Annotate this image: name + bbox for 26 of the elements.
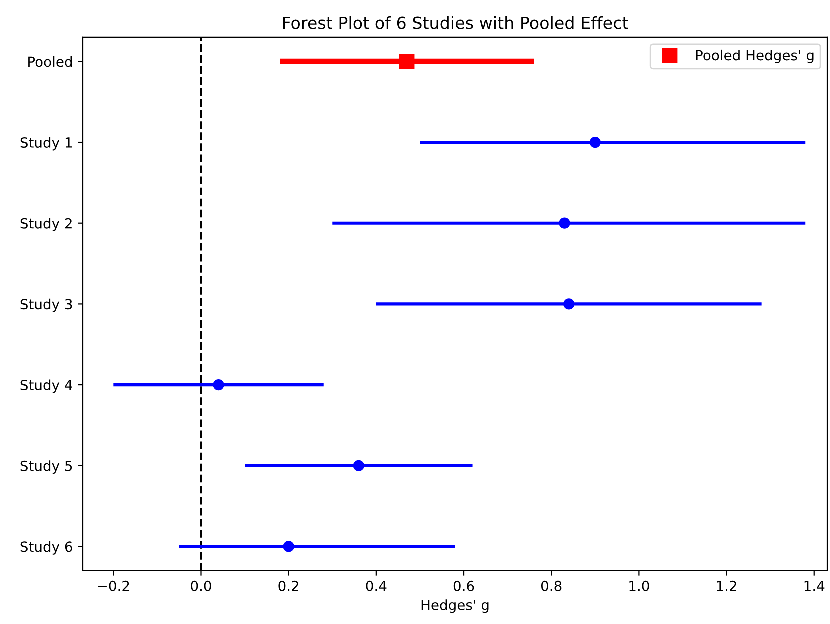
point [559,218,570,229]
x-tick-label: −0.2 [98,580,130,592]
y-tick-label: Study 3 [20,298,72,312]
x-tick-label: 1.0 [630,580,650,592]
legend-label: Pooled Hedges' g [696,50,814,64]
point [590,136,601,148]
x-tick-label: 0.8 [541,580,562,592]
y-tick-label: Study 2 [20,218,72,232]
x-tick-label: 0.6 [454,580,474,592]
x-tick-label: 1.2 [717,580,736,592]
chart-title: Forest Plot of 6 Studies with Pooled Effect [283,16,628,30]
y-tick-label: Study 1 [20,137,72,151]
y-tick-label: Study 6 [20,541,72,555]
x-tick-label: 1.4 [804,581,825,592]
point [399,54,415,70]
x-tick-label: 0.0 [191,580,212,592]
x-tick-label: 0.2 [278,580,298,592]
point [353,460,364,472]
y-tick-label: Study 4 [20,380,72,394]
point [564,298,575,310]
point [283,541,294,552]
point [213,379,224,391]
x-tick-label: 0.4 [366,580,387,592]
y-tick-label: Pooled [28,56,72,68]
y-tick-label: Study 5 [20,460,72,474]
x-axis-title: Hedges' g [422,600,489,614]
